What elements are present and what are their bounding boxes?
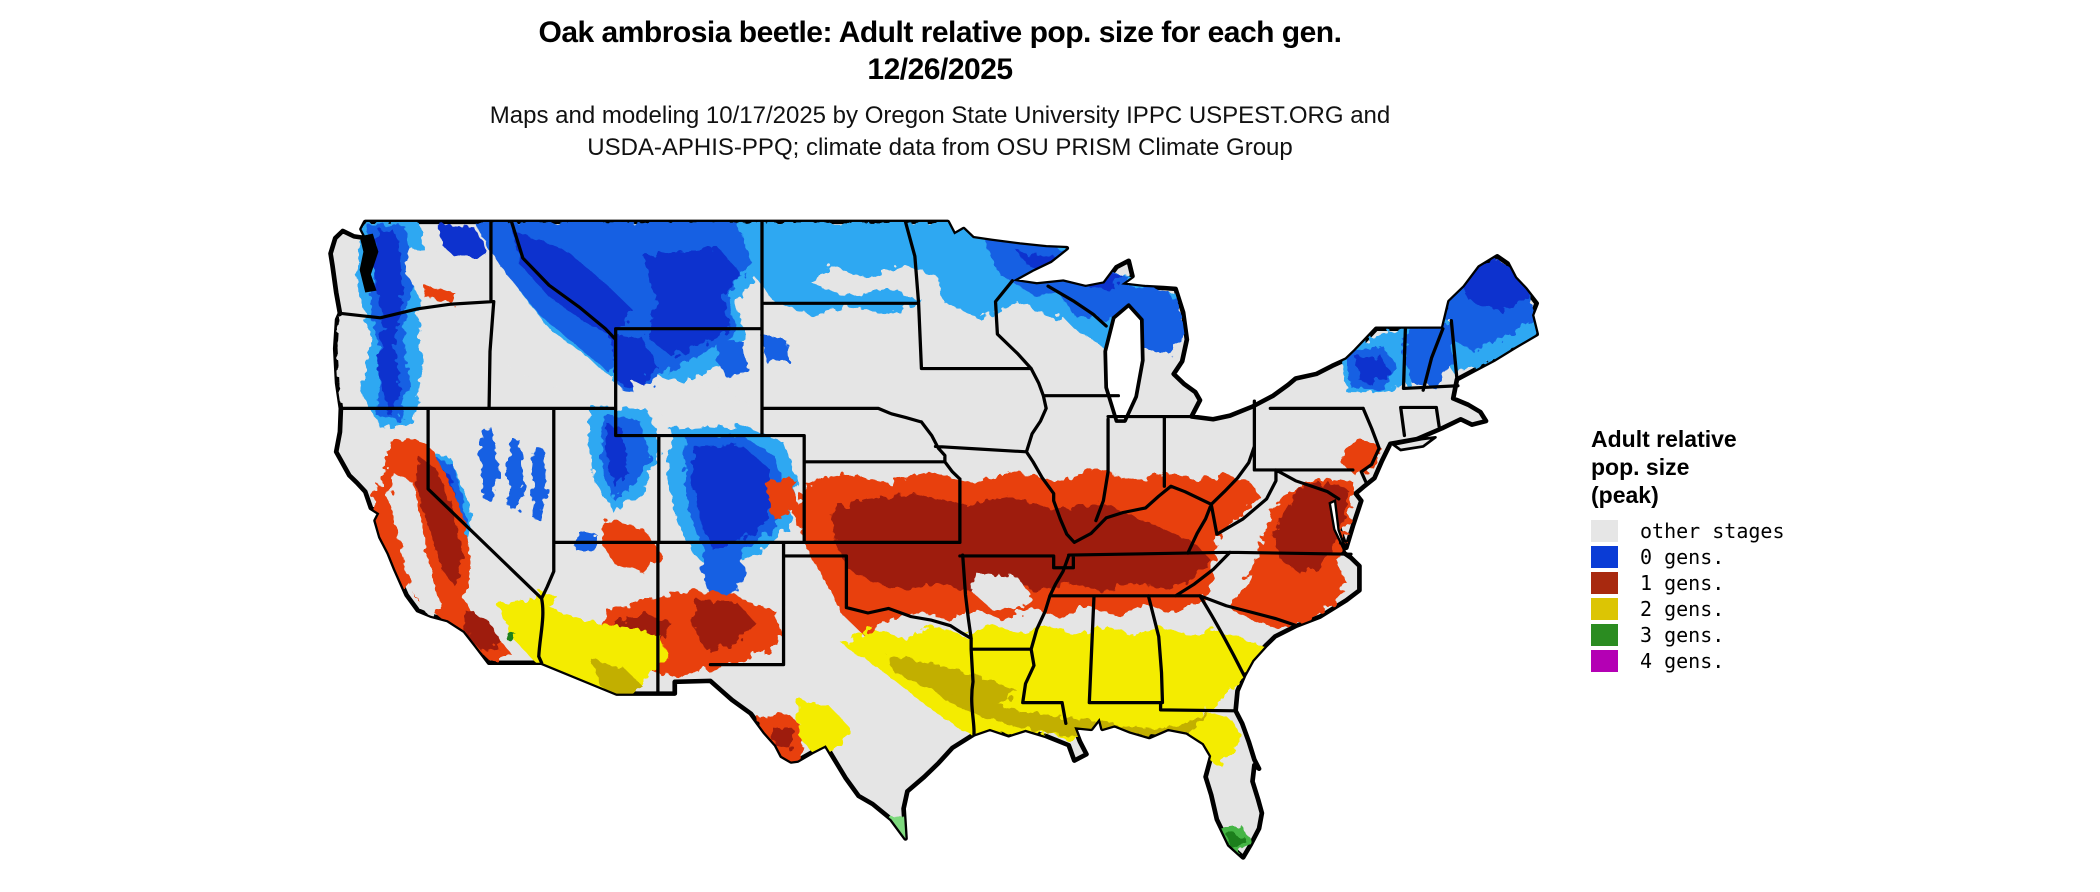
legend-swatch: [1591, 597, 1618, 620]
legend-item: other stages: [1591, 518, 1851, 543]
region-blob: [741, 600, 784, 655]
legend-swatch: [1591, 519, 1618, 542]
region-blob: [372, 482, 414, 592]
region-blob: [764, 478, 798, 519]
legend-item: 2 gens.: [1591, 596, 1851, 621]
region-blob: [830, 493, 1211, 592]
legend-label: 3 gens.: [1640, 622, 1725, 647]
region-blob: [1341, 439, 1382, 476]
region-blob: [610, 333, 657, 391]
region-blob: [1404, 324, 1455, 388]
title-block: Oak ambrosia beetle: Adult relative pop.…: [0, 14, 1880, 88]
region-blob: [389, 473, 442, 617]
region-blob: [506, 632, 518, 642]
region-blob: [372, 229, 404, 418]
region-blob: [886, 654, 1019, 705]
region-blob: [423, 285, 456, 304]
legend-item: 1 gens.: [1591, 570, 1851, 595]
subtitle-line-2: USDA-APHIS-PPQ; climate data from OSU PR…: [587, 134, 1293, 161]
region-blob: [1135, 297, 1185, 356]
region-blob: [507, 437, 525, 510]
region-blob: [971, 573, 1033, 612]
subtitle-line-1: Maps and modeling 10/17/2025 by Oregon S…: [489, 102, 1391, 129]
region-blob: [479, 426, 499, 501]
legend-label: 1 gens.: [1640, 570, 1725, 595]
region-blob: [337, 315, 364, 406]
region-blob: [1196, 865, 1264, 878]
region-blob: [772, 727, 793, 750]
region-blob: [511, 229, 634, 338]
region-blob: [716, 337, 748, 379]
legend-title: Adult relative pop. size (peak): [1591, 426, 1737, 508]
region-blob: [600, 518, 662, 574]
region-blob: [406, 247, 491, 318]
map-legend: Adult relative pop. size (peak) other st…: [1591, 425, 1851, 674]
region-blob: [464, 609, 503, 653]
region-blob: [691, 600, 756, 651]
region-blob: [762, 335, 788, 364]
state-borders: [338, 220, 1460, 736]
legend-swatch: [1591, 545, 1618, 568]
legend-label: 0 gens.: [1640, 544, 1725, 569]
region-blob: [633, 383, 751, 429]
legend-swatch: [1591, 623, 1618, 646]
long-island: [1391, 435, 1437, 452]
region-blob: [506, 345, 613, 394]
legend-item: 0 gens.: [1591, 544, 1851, 569]
region-blob: [1210, 482, 1281, 610]
legend-item: 4 gens.: [1591, 648, 1851, 673]
legend-item: 3 gens.: [1591, 622, 1851, 647]
region-blob: [605, 423, 629, 488]
legend-swatch: [1591, 571, 1618, 594]
legend-swatch: [1591, 649, 1618, 672]
us-map: [324, 211, 1562, 881]
legend-label: 4 gens.: [1640, 648, 1725, 673]
region-blob: [797, 699, 850, 755]
legend-label: 2 gens.: [1640, 596, 1725, 621]
lake-michigan: [1103, 303, 1145, 423]
region-blob: [841, 623, 1270, 742]
subtitle-block: Maps and modeling 10/17/2025 by Oregon S…: [0, 100, 1880, 164]
legend-label: other stages: [1640, 518, 1785, 543]
region-blob: [1226, 833, 1244, 851]
region-blob: [591, 659, 643, 700]
region-blob: [531, 446, 548, 519]
page-title-date: 12/26/2025: [867, 53, 1013, 86]
region-blob: [691, 444, 777, 551]
region-blob: [436, 224, 489, 266]
page-title: Oak ambrosia beetle: Adult relative pop.…: [538, 16, 1342, 49]
puget-sound: [359, 233, 379, 293]
region-blob: [1355, 355, 1392, 385]
region-blob: [701, 542, 745, 603]
